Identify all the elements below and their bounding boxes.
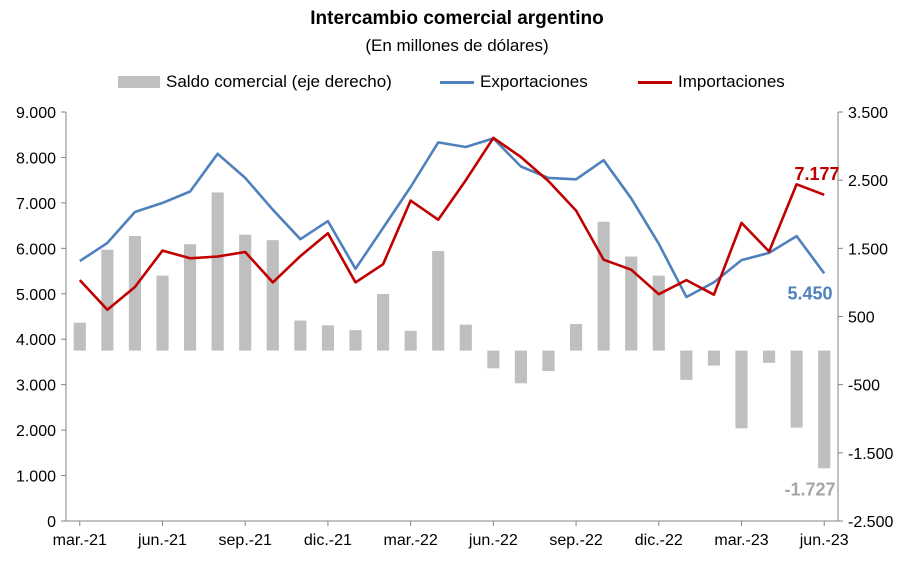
bar-saldo [487, 350, 500, 369]
chart-subtitle: (En millones de dólares) [365, 36, 549, 55]
bar-saldo [156, 275, 169, 351]
bar-saldo [184, 244, 197, 351]
bar-saldo [790, 350, 803, 428]
legend-swatch-saldo [118, 76, 160, 88]
chart-title: Intercambio comercial argentino [310, 8, 604, 29]
left-axis-tick-label: 4.000 [16, 332, 56, 349]
right-axis-tick-label: 500 [848, 310, 875, 327]
bar-saldo [294, 320, 307, 351]
left-axis-tick-label: 0 [47, 514, 56, 531]
bar-saldo [818, 350, 831, 469]
bar-saldo [73, 322, 86, 351]
left-axis-tick-label: 9.000 [16, 105, 56, 122]
right-axis-tick-label: -1.500 [848, 446, 893, 463]
x-axis-tick-label: jun.-22 [468, 532, 518, 549]
bar-saldo [432, 251, 445, 351]
bar-saldo [101, 249, 114, 351]
x-axis-tick-label: sep.-22 [549, 532, 602, 549]
legend: Saldo comercial (eje derecho) Exportacio… [0, 70, 914, 94]
right-axis-tick-label: -500 [848, 378, 880, 395]
bar-saldo [625, 256, 638, 351]
x-axis-tick-label: mar.-23 [714, 532, 768, 549]
bar-saldo [266, 240, 279, 351]
bar-saldo [707, 350, 720, 366]
left-axis-tick-label: 1.000 [16, 469, 56, 486]
bar-saldo [321, 325, 334, 351]
bar-saldo [377, 294, 390, 351]
bar-saldo [239, 234, 252, 351]
bar-saldo [597, 221, 610, 351]
legend-item-saldo: Saldo comercial (eje derecho) [118, 70, 392, 94]
line-importaciones [78, 136, 825, 312]
left-axis-tick-label: 7.000 [16, 196, 56, 213]
legend-label-exportaciones: Exportaciones [480, 72, 588, 91]
bar-saldo [404, 330, 417, 351]
bar-saldo [763, 350, 776, 363]
x-axis-tick-label: jun.-23 [799, 532, 849, 549]
x-axis-tick-label: mar.-22 [384, 532, 438, 549]
legend-swatch-importaciones [638, 80, 672, 84]
legend-label-importaciones: Importaciones [678, 72, 785, 91]
bar-saldo [652, 275, 665, 351]
left-axis-tick-label: 8.000 [16, 150, 56, 167]
left-axis-tick-label: 3.000 [16, 378, 56, 395]
bar-saldo [128, 236, 141, 351]
bar-saldo [542, 350, 555, 372]
x-axis-tick-label: dic.-21 [304, 532, 352, 549]
bar-saldo [514, 350, 527, 384]
left-axis-tick-label: 6.000 [16, 241, 56, 258]
legend-swatch-exportaciones [440, 80, 474, 84]
left-axis-tick-label: 2.000 [16, 423, 56, 440]
legend-label-saldo: Saldo comercial (eje derecho) [166, 72, 392, 91]
bar-saldo [211, 192, 224, 351]
right-axis-tick-label: 2.500 [848, 173, 888, 190]
data-label-exportaciones: 5.450 [787, 283, 832, 303]
x-axis-tick-label: dic.-22 [635, 532, 683, 549]
right-axis-tick-label: -2.500 [848, 514, 893, 531]
bar-saldo [349, 330, 362, 351]
line-exportaciones [79, 137, 826, 299]
bar-saldo [680, 350, 693, 380]
legend-item-exportaciones: Exportaciones [440, 70, 588, 94]
x-axis-tick-label: mar.-21 [53, 532, 107, 549]
x-axis-tick-label: jun.-21 [137, 532, 187, 549]
x-axis-tick-label: sep.-21 [219, 532, 272, 549]
right-axis-tick-label: 3.500 [848, 105, 888, 122]
data-label-importaciones: 7.177 [794, 164, 839, 184]
bar-saldo [570, 323, 583, 351]
left-axis-tick-label: 5.000 [16, 287, 56, 304]
right-axis-tick-label: 1.500 [848, 241, 888, 258]
legend-item-importaciones: Importaciones [638, 70, 785, 94]
bar-saldo [459, 324, 472, 351]
data-label-saldo: -1.727 [784, 479, 835, 499]
bar-saldo [735, 350, 748, 429]
